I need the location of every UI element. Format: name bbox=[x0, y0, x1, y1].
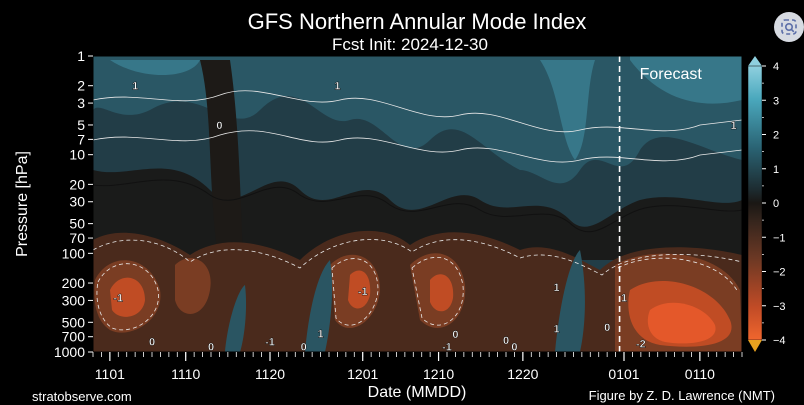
colorbar-tick-label: 3 bbox=[773, 95, 779, 107]
contour-label: 0 bbox=[208, 342, 214, 354]
lens-search-icon-glyph bbox=[781, 19, 797, 35]
y-tick-label: 3 bbox=[77, 95, 85, 111]
colorbar-tick-label: 1 bbox=[773, 164, 779, 176]
y-tick-label: 500 bbox=[62, 314, 86, 330]
field-neutral-band bbox=[93, 168, 742, 260]
contour-label: -1 bbox=[358, 286, 368, 298]
contour-label: 1 bbox=[621, 292, 627, 304]
contour-label: -2 bbox=[636, 338, 646, 350]
x-tick-label: 1201 bbox=[347, 366, 378, 382]
footer-site: stratobserve.com bbox=[32, 389, 132, 404]
y-tick-label: 1000 bbox=[54, 344, 85, 360]
field-negative-core bbox=[94, 253, 742, 352]
contour-label: 0 bbox=[216, 120, 222, 132]
contour-label: 0 bbox=[452, 329, 458, 341]
x-tick-label: 0110 bbox=[685, 366, 715, 382]
contour-label: 0 bbox=[511, 342, 517, 354]
y-tick-label: 50 bbox=[69, 216, 85, 232]
y-tick-label: 2 bbox=[77, 78, 85, 94]
contour-label: 1 bbox=[318, 329, 324, 341]
colorbar-tick-label: −4 bbox=[773, 335, 786, 347]
x-tick-label: 1220 bbox=[507, 366, 538, 382]
y-tick-label: 200 bbox=[62, 275, 86, 291]
y-tick-label: 1 bbox=[77, 48, 85, 64]
colorbar-tick-label: −3 bbox=[773, 301, 786, 313]
y-tick-label: 30 bbox=[69, 194, 85, 210]
x-axis-label: Date (MMDD) bbox=[368, 384, 467, 401]
x-tick-label: 1110 bbox=[171, 366, 200, 382]
y-tick-label: 300 bbox=[62, 292, 86, 308]
chart-title: GFS Northern Annular Mode Index bbox=[248, 9, 587, 34]
colorbar-tick-label: 0 bbox=[773, 198, 779, 210]
plot-area bbox=[93, 56, 742, 352]
forecast-label: Forecast bbox=[640, 66, 703, 83]
colorbar-gradient bbox=[747, 65, 763, 341]
contour-label: 1 bbox=[334, 81, 340, 93]
x-tick-label: 1120 bbox=[255, 366, 285, 382]
colorbar-tick-label: 2 bbox=[773, 130, 779, 142]
y-tick-label: 5 bbox=[77, 117, 85, 133]
x-tick-label: 1101 bbox=[95, 366, 125, 382]
colorbar-top-arrow bbox=[748, 56, 762, 66]
contour-label: 1 bbox=[554, 282, 560, 294]
chart-subtitle: Fcst Init: 2024-12-30 bbox=[332, 35, 488, 54]
lens-search-icon[interactable] bbox=[774, 12, 804, 42]
colorbar-tick-label: −1 bbox=[773, 232, 786, 244]
contour-label: 0 bbox=[604, 322, 610, 334]
y-tick-label: 100 bbox=[62, 245, 86, 261]
contour-label: 0 bbox=[301, 342, 307, 354]
field-positive-fingers bbox=[225, 250, 585, 352]
contour-label: 1 bbox=[731, 120, 737, 132]
y-axis-label: Pressure [hPa] bbox=[14, 151, 31, 257]
field-positive-core bbox=[110, 56, 742, 160]
y-tick-label: 20 bbox=[69, 176, 85, 192]
contour-label: 1 bbox=[554, 324, 560, 336]
contour-label: -1 bbox=[113, 292, 123, 304]
contour-label: -1 bbox=[265, 336, 275, 348]
contour-label: 1 bbox=[132, 81, 138, 93]
colorbar-tick-label: −2 bbox=[773, 267, 786, 279]
y-tick-label: 70 bbox=[69, 230, 85, 246]
contour-label: 0 bbox=[149, 336, 155, 348]
field-neutral-tower bbox=[200, 60, 245, 300]
x-tick-label: 1210 bbox=[423, 366, 454, 382]
plot-frame bbox=[92, 55, 743, 353]
contour-label: 0 bbox=[503, 335, 509, 347]
colorbar-ticks: 4 3 2 1 0 −1 −2 −3 −4 bbox=[762, 61, 786, 347]
contour-label: -1 bbox=[442, 342, 452, 354]
colorbar-bottom-arrow bbox=[748, 340, 762, 352]
y-tick-label: 10 bbox=[69, 147, 85, 163]
y-tick-label: 7 bbox=[77, 131, 85, 147]
x-tick-label: 0101 bbox=[608, 366, 639, 382]
field-negative-peak bbox=[647, 302, 716, 344]
footer-credit: Figure by Z. D. Lawrence (NMT) bbox=[589, 388, 775, 403]
x-axis: 1101 1110 1120 1201 1210 1220 0101 0110 bbox=[92, 352, 743, 382]
contour-lines bbox=[93, 90, 742, 331]
colorbar: 4 3 2 1 0 −1 −2 −3 −4 bbox=[747, 56, 786, 352]
colorbar-tick-label: 4 bbox=[773, 61, 779, 73]
y-tick-label: 700 bbox=[62, 329, 86, 345]
